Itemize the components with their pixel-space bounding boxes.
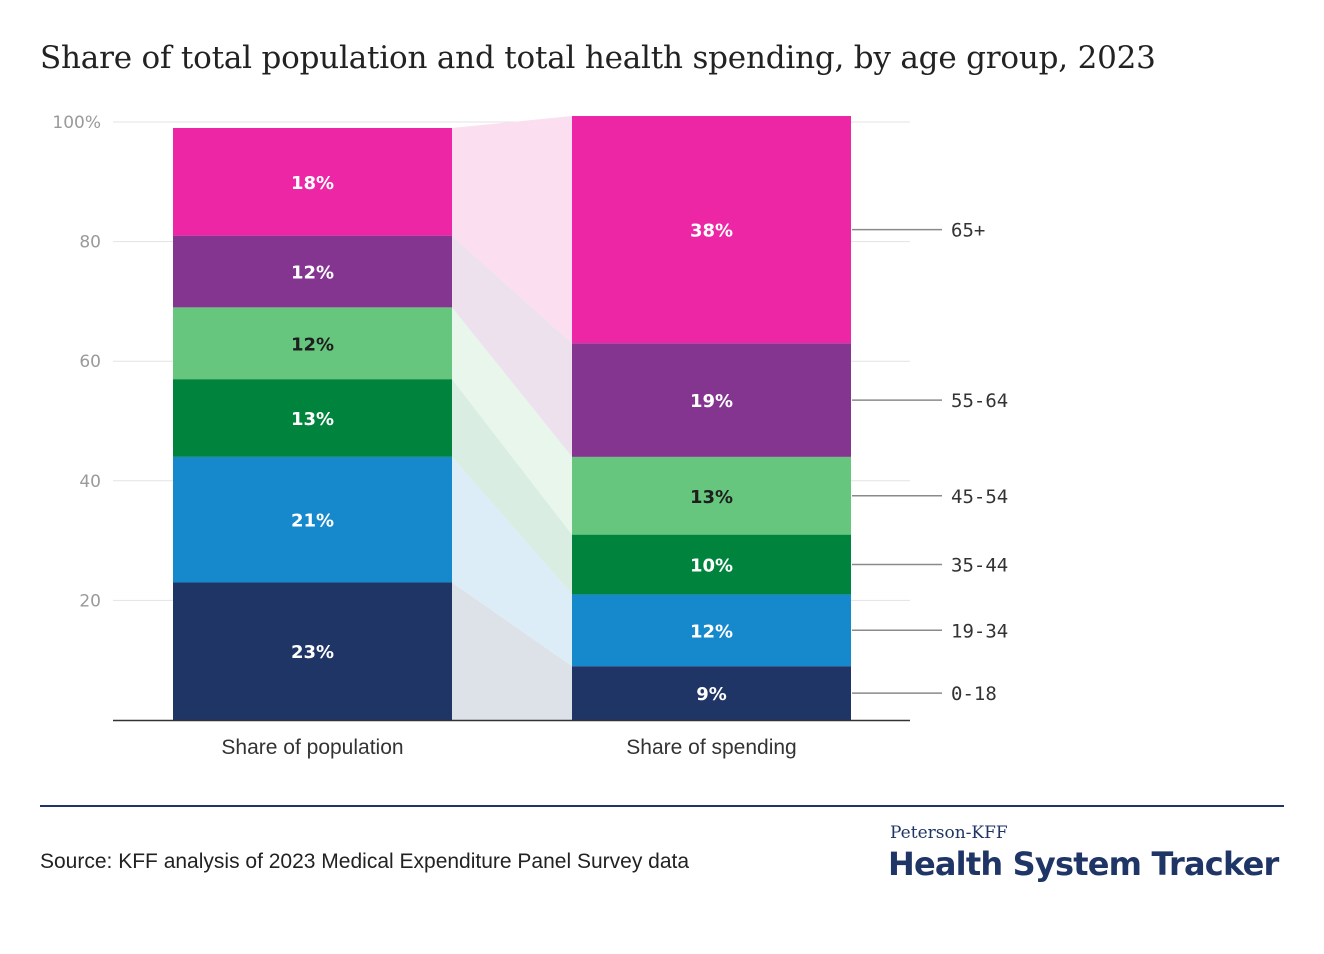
series-label-65+: 65+	[951, 220, 985, 242]
y-tick-label: 20	[79, 591, 101, 611]
data-label: 12%	[291, 263, 334, 284]
data-label: 18%	[291, 173, 334, 194]
series-label-19-34: 19-34	[951, 620, 1008, 642]
bar-segment-35-44-1	[572, 534, 851, 595]
series-label-45-54: 45-54	[951, 486, 1008, 508]
bar-segment-65+-1	[572, 116, 851, 344]
data-label: 23%	[291, 642, 334, 663]
data-label: 38%	[690, 221, 733, 242]
ribbon-35-44	[452, 379, 572, 595]
y-tick-label: 80	[79, 233, 101, 253]
data-label: 13%	[291, 409, 334, 430]
series-label-0-18: 0-18	[951, 683, 997, 705]
ribbon-55-64	[452, 235, 572, 457]
bar-segment-19-34-1	[572, 594, 851, 667]
axes: 20 40 60 80 100% Share of population Share of …	[52, 113, 910, 759]
brand-logo-large: Health System Tracker	[888, 845, 1279, 883]
y-tick-label: 40	[79, 472, 101, 492]
bars: 23% 9% 21% 12% 13% 10% 12% 13% 12% 19% 18% 38%	[173, 116, 851, 720]
data-label: 13%	[690, 487, 733, 508]
bar-segment-0-18-0	[173, 582, 452, 720]
bar-segment-55-64-1	[572, 343, 851, 457]
bar-segment-35-44-0	[173, 379, 452, 457]
data-label: 12%	[690, 621, 733, 642]
bar-segment-0-18-1	[572, 666, 851, 720]
data-label: 12%	[291, 334, 334, 355]
ribbon-0-18	[452, 582, 572, 720]
age-labels: 0-18 19-34 35-44 45-54 55-64 65+	[852, 220, 1008, 705]
bar-segment-55-64-0	[173, 235, 452, 308]
series-label-35-44: 35-44	[951, 555, 1008, 577]
ribbon-19-34	[452, 456, 572, 667]
y-tick-label: 100%	[52, 113, 101, 133]
bar-segment-45-54-1	[572, 456, 851, 535]
series-label-55-64: 55-64	[951, 390, 1008, 412]
footer-divider	[40, 805, 1284, 807]
bar-segment-65+-0	[173, 127, 452, 236]
source-note: Source: KFF analysis of 2023 Medical Exp…	[40, 850, 690, 873]
x-category-label: Share of spending	[626, 736, 796, 759]
brand-logo-small: Peterson-KFF	[890, 823, 1008, 843]
chart-title: Share of total population and total heal…	[40, 40, 1156, 76]
stacked-bar-chart: 23% 9% 21% 12% 13% 10% 12% 13% 12% 19% 18% 38% 20 40…	[52, 113, 1008, 759]
data-label: 9%	[696, 684, 727, 705]
ribbon-45-54	[452, 307, 572, 535]
bar-segment-19-34-0	[173, 456, 452, 583]
connector-ribbons	[452, 116, 572, 720]
bar-segment-45-54-0	[173, 307, 452, 380]
data-label: 10%	[690, 556, 733, 577]
ribbon-65+	[452, 116, 572, 344]
y-tick-label: 60	[79, 352, 101, 372]
data-label: 19%	[690, 391, 733, 412]
x-category-label: Share of population	[221, 736, 403, 759]
data-label: 21%	[291, 511, 334, 532]
